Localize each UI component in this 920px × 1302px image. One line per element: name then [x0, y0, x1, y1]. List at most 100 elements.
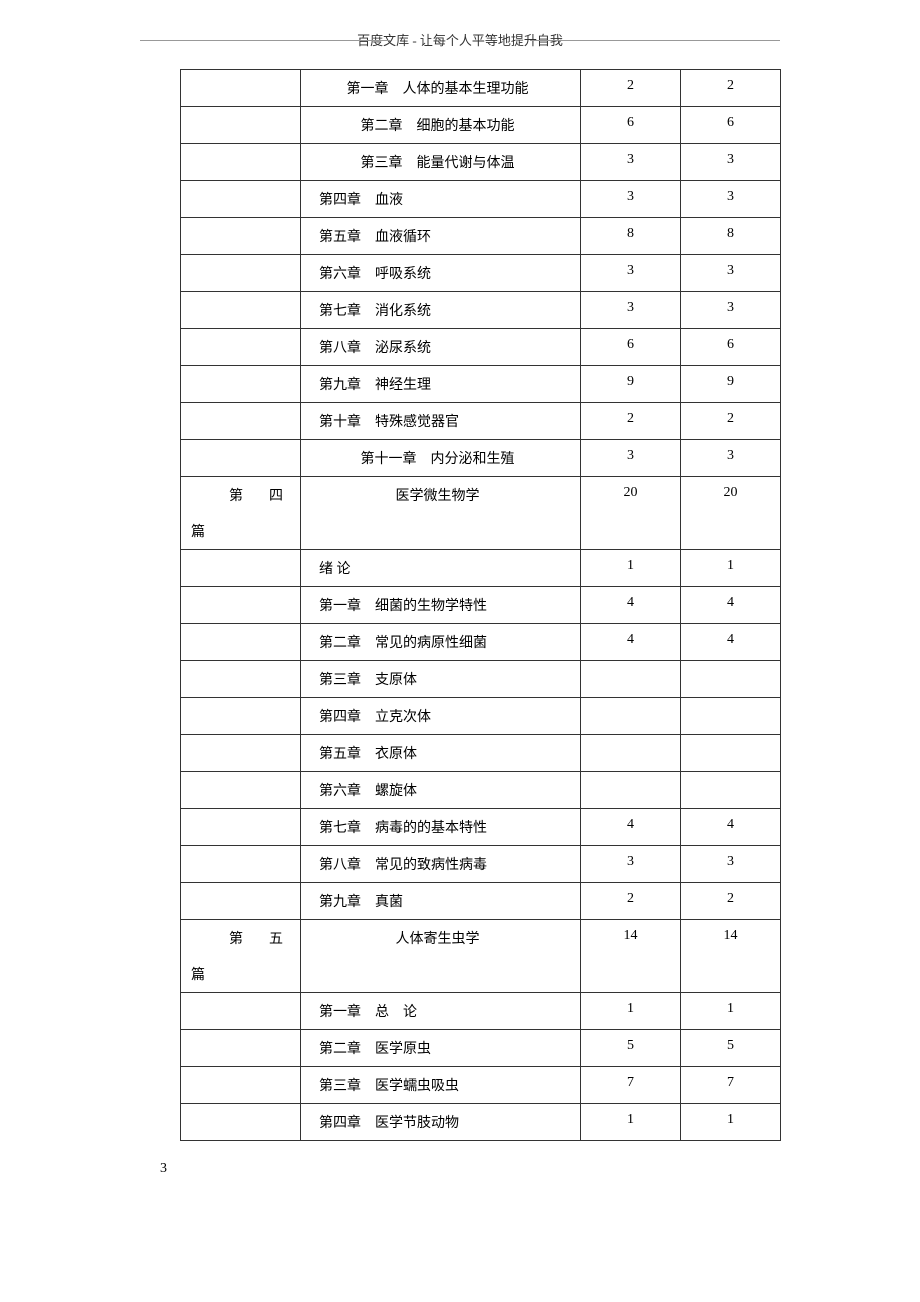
- hours2-cell: 1: [681, 550, 781, 587]
- chapter-cell: 绪 论: [301, 550, 581, 587]
- row-col1: [181, 883, 301, 920]
- chapter-cell: 第五章 血液循环: [301, 218, 581, 255]
- row-col1: [181, 735, 301, 772]
- section-label: 第 五: [211, 928, 294, 948]
- row-col1: [181, 181, 301, 218]
- table-row: 第一章 细菌的生物学特性44: [181, 587, 781, 624]
- hours2-cell: [681, 772, 781, 809]
- hours-cell: 2: [581, 70, 681, 107]
- section-label: 第 四: [211, 485, 294, 505]
- table-row: 第二章 常见的病原性细菌44: [181, 624, 781, 661]
- hours2-cell: 4: [681, 587, 781, 624]
- table-row: 第七章 病毒的的基本特性44: [181, 809, 781, 846]
- table-row: 第一章 总 论11: [181, 993, 781, 1030]
- chapter-cell: 第八章 泌尿系统: [301, 329, 581, 366]
- chapter-cell: 第二章 医学原虫: [301, 1030, 581, 1067]
- hours-cell: 4: [581, 809, 681, 846]
- hours2-cell: [681, 698, 781, 735]
- hours2-cell: 6: [681, 329, 781, 366]
- row-col1: [181, 661, 301, 698]
- hours-cell: 9: [581, 366, 681, 403]
- table-row: 第五章 血液循环88: [181, 218, 781, 255]
- hours2-cell: 3: [681, 292, 781, 329]
- hours-cell: 3: [581, 255, 681, 292]
- table-row: 第九章 神经生理99: [181, 366, 781, 403]
- hours2-cell: 8: [681, 218, 781, 255]
- table-row: 第一章 人体的基本生理功能22: [181, 70, 781, 107]
- section-hours-cell: 20: [581, 477, 681, 550]
- section-hours2-cell: 14: [681, 920, 781, 993]
- chapter-cell: 第一章 人体的基本生理功能: [301, 70, 581, 107]
- hours-cell: 1: [581, 993, 681, 1030]
- chapter-cell: 第七章 消化系统: [301, 292, 581, 329]
- hours2-cell: 3: [681, 440, 781, 477]
- chapter-cell: 第十章 特殊感觉器官: [301, 403, 581, 440]
- table-row: 第三章 支原体: [181, 661, 781, 698]
- hours-cell: 6: [581, 329, 681, 366]
- chapter-cell: 第二章 细胞的基本功能: [301, 107, 581, 144]
- hours2-cell: 3: [681, 255, 781, 292]
- row-col1: [181, 403, 301, 440]
- row-col1: [181, 772, 301, 809]
- hours-cell: 3: [581, 181, 681, 218]
- chapter-cell: 第四章 血液: [301, 181, 581, 218]
- hours-cell: 3: [581, 846, 681, 883]
- table-row: 绪 论11: [181, 550, 781, 587]
- table-row: 第二章 细胞的基本功能66: [181, 107, 781, 144]
- chapter-cell: 第五章 衣原体: [301, 735, 581, 772]
- table-row: 第十章 特殊感觉器官22: [181, 403, 781, 440]
- hours-cell: 1: [581, 1104, 681, 1141]
- section-hours2-cell: 20: [681, 477, 781, 550]
- hours2-cell: 2: [681, 70, 781, 107]
- row-col1: [181, 1067, 301, 1104]
- row-col1: [181, 329, 301, 366]
- hours2-cell: 7: [681, 1067, 781, 1104]
- row-col1: [181, 1104, 301, 1141]
- table-row: 第二章 医学原虫55: [181, 1030, 781, 1067]
- chapter-cell: 第三章 能量代谢与体温: [301, 144, 581, 181]
- row-col1: [181, 218, 301, 255]
- hours2-cell: 2: [681, 883, 781, 920]
- table-row: 第十一章 内分泌和生殖33: [181, 440, 781, 477]
- chapter-cell: 第九章 神经生理: [301, 366, 581, 403]
- hours-cell: 2: [581, 403, 681, 440]
- hours2-cell: 9: [681, 366, 781, 403]
- hours-cell: 4: [581, 624, 681, 661]
- row-col1: [181, 440, 301, 477]
- hours-cell: [581, 735, 681, 772]
- section-pian: 篇: [191, 964, 294, 984]
- hours-cell: 3: [581, 144, 681, 181]
- chapter-cell: 第十一章 内分泌和生殖: [301, 440, 581, 477]
- chapter-cell: 第四章 立克次体: [301, 698, 581, 735]
- section-header-row: 第 四篇医学微生物学2020: [181, 477, 781, 550]
- hours-cell: 5: [581, 1030, 681, 1067]
- page-number: 3: [160, 1161, 920, 1177]
- row-col1: [181, 698, 301, 735]
- row-col1: [181, 292, 301, 329]
- hours2-cell: 3: [681, 181, 781, 218]
- hours-cell: [581, 698, 681, 735]
- row-col1: [181, 107, 301, 144]
- hours-cell: 6: [581, 107, 681, 144]
- hours-cell: 3: [581, 440, 681, 477]
- section-hours-cell: 14: [581, 920, 681, 993]
- table-row: 第六章 螺旋体: [181, 772, 781, 809]
- hours-cell: 3: [581, 292, 681, 329]
- chapter-cell: 第三章 医学蠕虫吸虫: [301, 1067, 581, 1104]
- row-col1: [181, 1030, 301, 1067]
- chapter-cell: 第二章 常见的病原性细菌: [301, 624, 581, 661]
- section-label-cell: 第 五篇: [181, 920, 301, 993]
- table-row: 第四章 血液33: [181, 181, 781, 218]
- hours2-cell: 5: [681, 1030, 781, 1067]
- row-col1: [181, 624, 301, 661]
- table-row: 第三章 医学蠕虫吸虫77: [181, 1067, 781, 1104]
- hours-cell: 7: [581, 1067, 681, 1104]
- row-col1: [181, 550, 301, 587]
- table-row: 第五章 衣原体: [181, 735, 781, 772]
- curriculum-table-container: 第一章 人体的基本生理功能22第二章 细胞的基本功能66第三章 能量代谢与体温3…: [180, 69, 780, 1141]
- hours2-cell: 3: [681, 846, 781, 883]
- table-row: 第七章 消化系统33: [181, 292, 781, 329]
- hours-cell: [581, 772, 681, 809]
- row-col1: [181, 846, 301, 883]
- header-text: 百度文库 - 让每个人平等地提升自我: [0, 30, 920, 49]
